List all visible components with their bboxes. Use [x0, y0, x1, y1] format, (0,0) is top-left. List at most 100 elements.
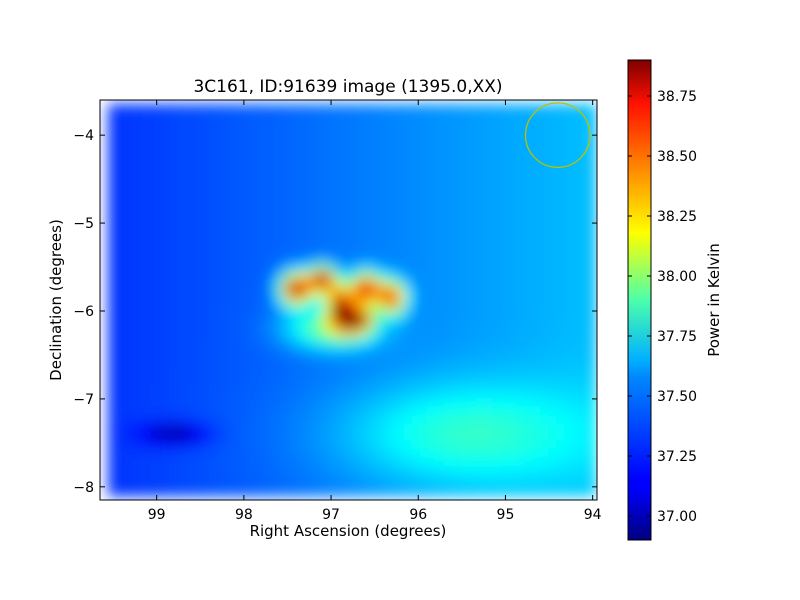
heatmap-cell: [292, 120, 301, 129]
heatmap-cell: [332, 312, 341, 321]
heatmap-cell: [412, 480, 421, 489]
heatmap-cell: [460, 152, 469, 161]
heatmap-cell: [580, 400, 589, 409]
heatmap-cell: [284, 136, 293, 145]
heatmap-cell: [436, 200, 445, 209]
heatmap-cell: [484, 264, 493, 273]
heatmap-cell: [276, 144, 285, 153]
heatmap-cell: [564, 424, 573, 433]
heatmap-cell: [580, 232, 589, 241]
heatmap-cell: [508, 384, 517, 393]
heatmap-cell: [564, 264, 573, 273]
heatmap-cell: [116, 480, 125, 489]
heatmap-cell: [212, 432, 221, 441]
heatmap-cell: [132, 216, 141, 225]
heatmap-cell: [508, 168, 517, 177]
heatmap-cell: [116, 304, 125, 313]
heatmap-cell: [204, 152, 213, 161]
heatmap-cell: [444, 464, 453, 473]
heatmap-cell: [492, 376, 501, 385]
colorbar-tick-label: 37.50: [657, 389, 697, 405]
heatmap-cell: [124, 472, 133, 481]
heatmap-cell: [332, 136, 341, 145]
heatmap-cell: [492, 168, 501, 177]
heatmap-cell: [108, 360, 117, 369]
heatmap-cell: [572, 176, 581, 185]
heatmap-cell: [148, 200, 157, 209]
heatmap-cell: [484, 456, 493, 465]
heatmap-cell: [420, 344, 429, 353]
y-tick-label: −8: [73, 480, 94, 496]
heatmap-cell: [524, 488, 533, 497]
heatmap-cell: [236, 416, 245, 425]
heatmap-cell: [548, 160, 557, 169]
heatmap-cell: [356, 160, 365, 169]
heatmap-cell: [564, 120, 573, 129]
heatmap-cell: [428, 264, 437, 273]
heatmap-cell: [308, 280, 317, 289]
heatmap-cell: [484, 488, 493, 497]
heatmap-cell: [220, 456, 229, 465]
chart-title: 3C161, ID:91639 image (1395.0,XX): [193, 77, 502, 97]
heatmap-cell: [508, 448, 517, 457]
heatmap-cell: [460, 144, 469, 153]
heatmap-cell: [188, 136, 197, 145]
heatmap-cell: [572, 112, 581, 121]
heatmap-cell: [340, 104, 349, 113]
heatmap-cell: [484, 136, 493, 145]
heatmap-cell: [460, 448, 469, 457]
heatmap-cell: [540, 248, 549, 257]
heatmap-cell: [516, 416, 525, 425]
heatmap-cell: [412, 376, 421, 385]
heatmap-cell: [172, 104, 181, 113]
heatmap-cell: [252, 296, 261, 305]
heatmap-cell: [444, 304, 453, 313]
heatmap-cell: [492, 336, 501, 345]
heatmap-cell: [476, 280, 485, 289]
heatmap-cell: [268, 280, 277, 289]
heatmap-cell: [164, 392, 173, 401]
heatmap-cell: [124, 360, 133, 369]
heatmap-cell: [388, 360, 397, 369]
heatmap-cell: [284, 112, 293, 121]
heatmap-cell: [300, 408, 309, 417]
heatmap-cell: [252, 488, 261, 497]
heatmap-cell: [156, 424, 165, 433]
heatmap-cell: [452, 312, 461, 321]
heatmap-cell: [116, 248, 125, 257]
heatmap-cell: [396, 128, 405, 137]
heatmap-cell: [220, 128, 229, 137]
heatmap-cell: [196, 376, 205, 385]
heatmap-cell: [308, 480, 317, 489]
heatmap-cell: [148, 104, 157, 113]
heatmap-cell: [212, 144, 221, 153]
heatmap-cell: [220, 240, 229, 249]
heatmap-cell: [532, 160, 541, 169]
heatmap-cell: [332, 456, 341, 465]
heatmap-cell: [436, 464, 445, 473]
heatmap-cell: [172, 264, 181, 273]
heatmap-cell: [436, 280, 445, 289]
heatmap-cell: [268, 200, 277, 209]
heatmap-cell: [244, 288, 253, 297]
heatmap-cell: [572, 200, 581, 209]
heatmap-cell: [228, 312, 237, 321]
heatmap-cell: [268, 344, 277, 353]
heatmap-cell: [524, 328, 533, 337]
heatmap-cell: [164, 464, 173, 473]
heatmap-cell: [508, 344, 517, 353]
heatmap-cell: [156, 184, 165, 193]
heatmap-cell: [412, 248, 421, 257]
heatmap-cell: [508, 456, 517, 465]
heatmap-cell: [444, 240, 453, 249]
heatmap-cell: [572, 312, 581, 321]
heatmap-cell: [260, 160, 269, 169]
heatmap-cell: [260, 280, 269, 289]
heatmap-cell: [364, 448, 373, 457]
heatmap-cell: [212, 128, 221, 137]
heatmap-cell: [132, 392, 141, 401]
heatmap-cell: [540, 296, 549, 305]
heatmap-cell: [564, 320, 573, 329]
heatmap-cell: [292, 360, 301, 369]
